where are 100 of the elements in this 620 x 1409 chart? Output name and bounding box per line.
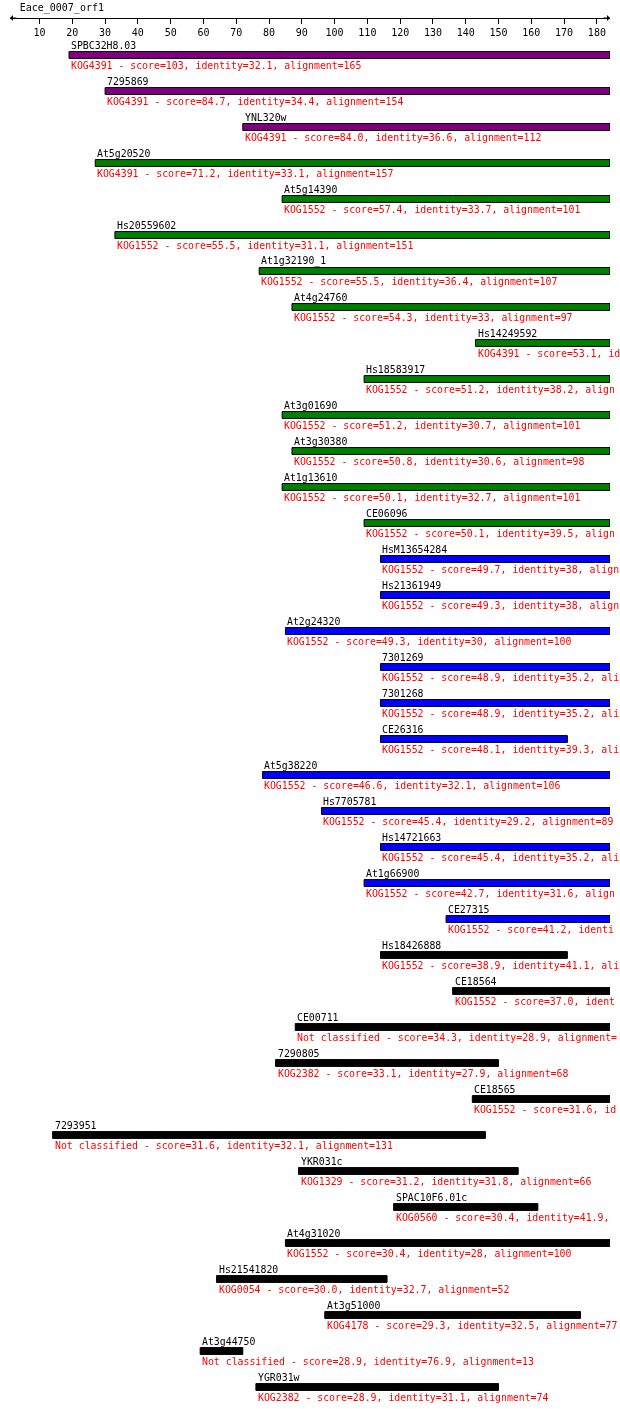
x-tick-label: 80 xyxy=(263,27,276,38)
annotation: KOG1552 - score=48.9, identity=35.2, ali xyxy=(382,708,620,719)
bar xyxy=(379,591,610,599)
bar xyxy=(324,1311,581,1319)
annotation: KOG1552 - score=37.0, ident xyxy=(455,996,616,1007)
bar xyxy=(281,411,610,419)
y-tick-label: Hs7705781 xyxy=(323,796,377,807)
bar xyxy=(363,519,610,527)
annotation: KOG1552 - score=49.3, identity=30, alignment=100 xyxy=(287,636,572,647)
annotation: KOG1552 - score=30.4, identity=28, alignment=100 xyxy=(287,1248,572,1259)
bar xyxy=(281,483,610,491)
y-tick-label: At5g38220 xyxy=(264,760,318,771)
bar xyxy=(294,1023,610,1031)
y-tick-label: YGR031w xyxy=(258,1372,300,1383)
y-tick-label: 7301268 xyxy=(382,688,424,699)
annotation: KOG1552 - score=48.1, identity=39.3, ali xyxy=(382,744,620,755)
annotation: KOG1552 - score=51.2, identity=38.2, align xyxy=(366,384,615,395)
annotation: Not classified - score=28.9, identity=76.9, alignment=13 xyxy=(202,1356,534,1367)
y-tick-label: YNL320w xyxy=(245,112,287,123)
y-tick-label: SPBC32H8.03 xyxy=(71,40,137,51)
bar xyxy=(320,807,610,815)
bar xyxy=(284,1239,610,1247)
bar xyxy=(379,555,610,563)
x-tick-label: 60 xyxy=(197,27,210,38)
x-tick-label: 90 xyxy=(295,27,308,38)
y-tick-label: At1g32190_1 xyxy=(261,255,327,267)
y-tick-label: At1g13610 xyxy=(284,472,338,483)
y-tick-label: Hs14721663 xyxy=(382,832,442,843)
x-tick-label: 40 xyxy=(131,27,144,38)
bar xyxy=(291,447,610,455)
bar xyxy=(114,231,610,239)
annotation: KOG4178 - score=29.3, identity=32.5, alignment=77 xyxy=(327,1320,618,1331)
annotation: Not classified - score=34.3, identity=28.9, alignment= xyxy=(297,1032,618,1043)
annotation: KOG1552 - score=45.4, identity=29.2, alignment=89 xyxy=(323,816,614,827)
x-tick-label: 170 xyxy=(555,27,574,38)
annotation: KOG1552 - score=49.7, identity=38, align xyxy=(382,564,620,575)
x-tick-label: 120 xyxy=(391,27,410,38)
bar xyxy=(216,1275,388,1283)
bar xyxy=(68,51,610,59)
annotation: KOG1552 - score=46.6, identity=32.1, alignment=106 xyxy=(264,780,561,791)
bar xyxy=(199,1347,244,1355)
annotation: KOG4391 - score=103, identity=32.1, alignment=165 xyxy=(71,60,362,71)
y-tick-label: At4g31020 xyxy=(287,1228,341,1239)
y-tick-label: At5g20520 xyxy=(97,148,151,159)
x-tick-label: 160 xyxy=(522,27,541,38)
bar xyxy=(379,951,568,959)
bar xyxy=(242,123,610,131)
bar xyxy=(452,987,610,995)
annotation: KOG1552 - score=41.2, identi xyxy=(448,924,615,935)
y-tick-label: At5g14390 xyxy=(284,184,338,195)
y-tick-label: SPAC10F6.01c xyxy=(396,1192,468,1203)
bar xyxy=(363,375,610,383)
y-tick-label: 7301269 xyxy=(382,652,424,663)
bar xyxy=(379,663,610,671)
x-tick-label: 150 xyxy=(489,27,508,38)
y-tick-label: Hs21361949 xyxy=(382,580,442,591)
x-tick-label: 110 xyxy=(358,27,377,38)
y-tick-label: Hs20559602 xyxy=(117,220,177,231)
annotation: KOG0054 - score=30.0, identity=32.7, alignment=52 xyxy=(219,1284,510,1295)
y-tick-label: CE26316 xyxy=(382,724,424,735)
y-tick-label: 7290805 xyxy=(278,1048,320,1059)
x-tick-label: 130 xyxy=(423,27,442,38)
annotation: KOG4391 - score=53.1, id xyxy=(478,348,620,359)
x-tick-label: 20 xyxy=(66,27,79,38)
y-tick-label: Hs18426888 xyxy=(382,940,442,951)
y-tick-label: At3g44750 xyxy=(202,1336,256,1347)
annotation: KOG4391 - score=84.7, identity=34.4, alignment=154 xyxy=(107,96,404,107)
y-tick-label: CE27315 xyxy=(448,904,490,915)
annotation: KOG1552 - score=55.5, identity=36.4, alignment=107 xyxy=(261,276,558,287)
y-tick-label: 7293951 xyxy=(55,1120,97,1131)
annotation: KOG2382 - score=28.9, identity=31.1, alignment=74 xyxy=(258,1392,549,1403)
bar xyxy=(275,1059,500,1067)
bar xyxy=(475,339,610,347)
annotation: KOG1552 - score=38.9, identity=41.1, ali xyxy=(382,960,620,971)
y-tick-label: At1g66900 xyxy=(366,868,420,879)
annotation: KOG1552 - score=55.5, identity=31.1, alignment=151 xyxy=(117,240,414,251)
annotation: Not classified - score=31.6, identity=32.1, alignment=131 xyxy=(55,1140,393,1151)
y-tick-label: At3g30380 xyxy=(294,436,348,447)
annotation: KOG1552 - score=50.1, identity=39.5, align xyxy=(366,528,615,539)
annotation: KOG1552 - score=54.3, identity=33, alignment=97 xyxy=(294,312,573,323)
bar xyxy=(261,771,610,779)
y-tick-label: Hs18583917 xyxy=(366,364,426,375)
y-tick-label: At3g01690 xyxy=(284,400,338,411)
annotation: KOG1552 - score=48.9, identity=35.2, ali xyxy=(382,672,620,683)
y-tick-label: CE06096 xyxy=(366,508,408,519)
annotation: KOG4391 - score=71.2, identity=33.1, alignment=157 xyxy=(97,168,394,179)
bar xyxy=(258,267,610,275)
x-tick-label: 100 xyxy=(325,27,344,38)
y-tick-label: Hs14249592 xyxy=(478,328,538,339)
x-tick-label: 180 xyxy=(587,27,606,38)
y-tick-label: At2g24320 xyxy=(287,616,341,627)
annotation: KOG1552 - score=49.3, identity=38, align xyxy=(382,600,620,611)
x-tick-label: 70 xyxy=(230,27,243,38)
y-tick-label: 7295869 xyxy=(107,76,149,87)
annotation: KOG1552 - score=57.4, identity=33.7, alignment=101 xyxy=(284,204,581,215)
y-tick-label: Hs21541820 xyxy=(219,1264,279,1275)
bar xyxy=(94,159,610,167)
annotation: KOG1552 - score=42.7, identity=31.6, align xyxy=(366,888,615,899)
bar xyxy=(52,1131,486,1139)
bar xyxy=(298,1167,519,1175)
